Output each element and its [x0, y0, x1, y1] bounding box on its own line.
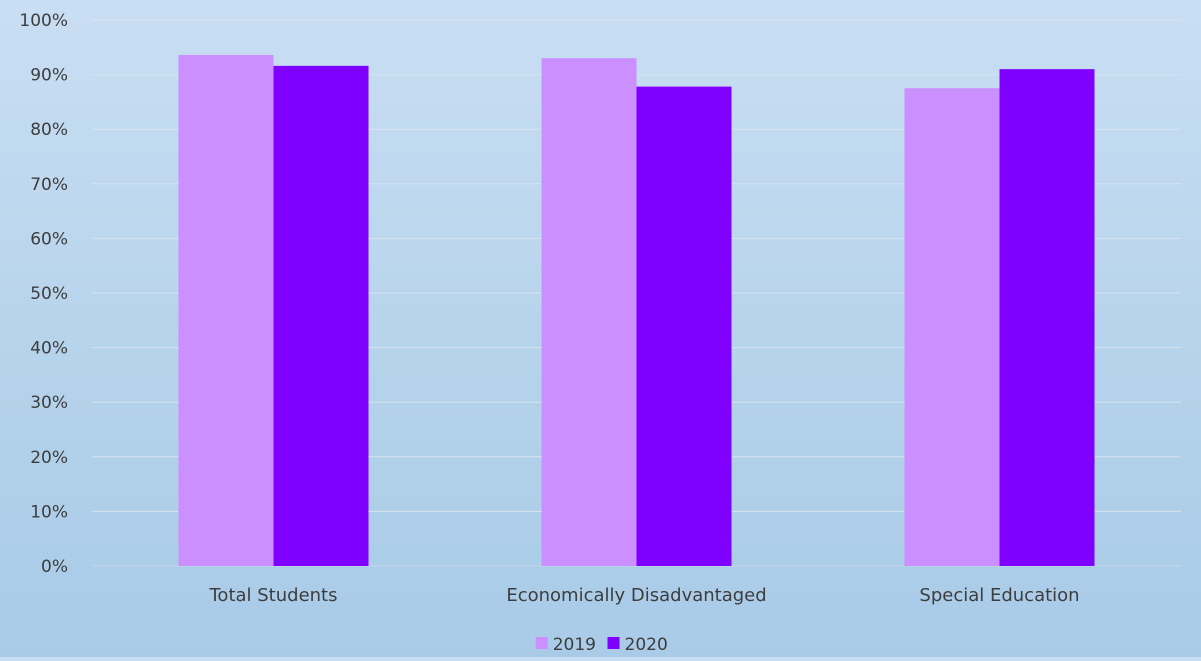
bar-2020-1 — [636, 86, 732, 566]
y-tick-label: 60% — [30, 229, 68, 249]
bar-2020-2 — [999, 69, 1095, 566]
legend-label: 2020 — [625, 635, 668, 655]
y-tick-label: 90% — [30, 66, 68, 86]
y-tick-label: 50% — [30, 284, 68, 304]
bar-2020-0 — [273, 65, 369, 566]
bar-2019-1 — [541, 58, 637, 566]
bars — [178, 54, 1095, 566]
legend-label: 2019 — [553, 635, 596, 655]
y-axis-ticks: 0% 10% 20% 30% 40% 50% 60% 70% 80% 90% 100% — [19, 11, 68, 577]
y-tick-label: 10% — [30, 502, 68, 522]
y-tick-label: 30% — [30, 393, 68, 413]
y-tick-label: 80% — [30, 120, 68, 140]
category-label: Economically Disadvantaged — [506, 585, 766, 606]
x-axis-labels: Total Students Economically Disadvantaged… — [209, 585, 1080, 606]
legend-swatch-2019 — [535, 637, 548, 649]
y-tick-label: 40% — [30, 339, 68, 359]
y-tick-label: 100% — [19, 11, 68, 31]
legend-swatch-2020 — [607, 637, 620, 649]
y-tick-label: 20% — [30, 448, 68, 468]
y-tick-label: 70% — [30, 175, 68, 195]
bar-2019-2 — [904, 88, 1000, 566]
category-label: Total Students — [209, 585, 338, 606]
legend: 2019 2020 — [535, 635, 668, 655]
bar-2019-0 — [178, 54, 274, 566]
category-label: Special Education — [919, 585, 1079, 606]
y-tick-label: 0% — [41, 557, 68, 577]
